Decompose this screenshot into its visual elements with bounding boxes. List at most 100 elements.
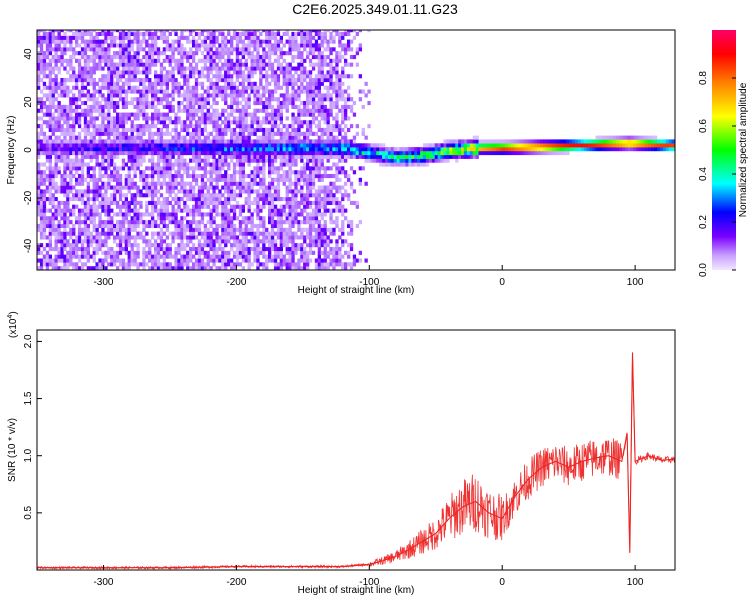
spectrogram-cell (133, 97, 137, 102)
spectrogram-cell (197, 200, 202, 205)
spectrogram-cell (256, 216, 260, 221)
spectrogram-cell (177, 58, 181, 63)
spectrogram-cell (130, 162, 134, 167)
spectrogram-cell (165, 162, 169, 167)
spectrogram-cell (323, 55, 327, 60)
spectrogram-cell (206, 258, 210, 263)
spectrogram-cell (156, 58, 161, 63)
spectrogram-cell (282, 162, 286, 167)
spectrogram-cell (77, 197, 82, 202)
spectrogram-cell (113, 116, 117, 121)
spectrogram-cell (171, 85, 175, 90)
spectrogram-cell (154, 243, 158, 248)
spectrogram-cell (54, 124, 58, 129)
spectrogram-cell (221, 185, 225, 190)
spectrogram-cell (66, 162, 70, 167)
spectrogram-cell (183, 193, 187, 198)
spectrogram-cell (165, 85, 169, 90)
spectrogram-cell (212, 158, 216, 163)
spectrogram-cell (317, 124, 321, 129)
spectrogram-cell (127, 208, 131, 213)
spectrogram-cell (329, 74, 333, 79)
spectrogram-cell (162, 143, 166, 148)
spectrogram-cell (57, 31, 61, 36)
spectrogram-cell (159, 220, 164, 225)
spectrogram-cell (154, 70, 158, 75)
spectrogram-cell (133, 197, 137, 202)
spectrogram-cell (180, 223, 184, 228)
spectrogram-cell (110, 101, 114, 106)
spectrogram-cell (37, 200, 41, 205)
spectrogram-cell (89, 74, 93, 79)
spectrogram-cell (194, 112, 199, 117)
spectrogram-cell (156, 81, 161, 86)
spectrogram-cell (326, 78, 330, 83)
spectrogram-cell (183, 243, 187, 248)
spectrogram-cell (107, 204, 111, 209)
spectrogram-cell (101, 208, 105, 213)
spectrogram-cell (37, 31, 41, 36)
spectrogram-cell (95, 124, 99, 129)
spectrogram-cell (63, 185, 67, 190)
spectrogram-cell (308, 235, 313, 240)
spectrogram-cell (57, 143, 61, 148)
spectrogram-cell (54, 158, 58, 163)
spectrogram-cell (95, 97, 99, 102)
spectrogram-cell (75, 235, 79, 240)
spectrogram-cell (48, 39, 52, 44)
spectrogram-cell (300, 31, 304, 36)
spectrogram-cell (311, 81, 316, 86)
spectrogram-cell (136, 85, 140, 90)
spectrogram-cell (57, 124, 61, 129)
spectrogram-cell (171, 58, 175, 63)
spectrogram-cell (238, 177, 243, 182)
spectrogram-cell (303, 216, 307, 221)
spectrogram-cell (306, 135, 310, 140)
spectrogram-cell (66, 174, 70, 179)
spectrogram-cell (259, 43, 263, 48)
spectrogram-cell (180, 30, 184, 33)
spectrogram-cell (197, 131, 202, 136)
spectrogram-cell (215, 208, 219, 213)
spectrogram-cell (174, 216, 178, 221)
spectrogram-cell (273, 58, 278, 63)
spectrogram-cell (268, 97, 272, 102)
spectrogram-cell (165, 78, 169, 83)
spectrogram-cell (206, 43, 210, 48)
spectrogram-cell (69, 177, 73, 182)
spectrogram-cell (54, 35, 58, 40)
spectrogram-cell (66, 200, 70, 205)
spectrogram-cell (262, 51, 266, 56)
spectrogram-cell (45, 151, 50, 156)
spectrogram-cell (256, 166, 260, 171)
spectrogram-cell (133, 66, 137, 71)
spectrogram-cell (72, 197, 76, 202)
spectrogram-cell (60, 47, 64, 52)
spectrogram-cell (200, 181, 205, 186)
spectrogram-cell (110, 250, 114, 255)
spectrogram-cell (51, 181, 55, 186)
spectrogram-cell (311, 78, 316, 83)
spectrogram-cell (270, 51, 275, 56)
spectrogram-cell (197, 43, 202, 48)
spectrogram-cell (230, 139, 234, 144)
spectrogram-cell (110, 31, 114, 36)
spectrogram-cell (329, 200, 333, 205)
spectrogram-cell (265, 116, 269, 121)
spectrogram-cell (124, 177, 128, 182)
spectrogram-cell (294, 97, 298, 102)
spectrogram-cell (145, 204, 149, 209)
spectrogram-cell (45, 39, 50, 44)
spectrogram-cell (227, 227, 231, 232)
spectrogram-cell (268, 250, 272, 255)
spectrogram-cell (101, 151, 105, 156)
spectrogram-cell (60, 30, 64, 33)
spectrogram-cell (300, 266, 304, 270)
spectrogram-cell (294, 208, 298, 213)
spectrogram-cell (86, 231, 90, 236)
spectrogram-cell (98, 147, 102, 152)
spectrogram-cell (183, 70, 187, 75)
spectrogram-cell (110, 89, 114, 94)
spectrogram-cell (139, 31, 143, 36)
spectrogram-cell (116, 89, 120, 94)
